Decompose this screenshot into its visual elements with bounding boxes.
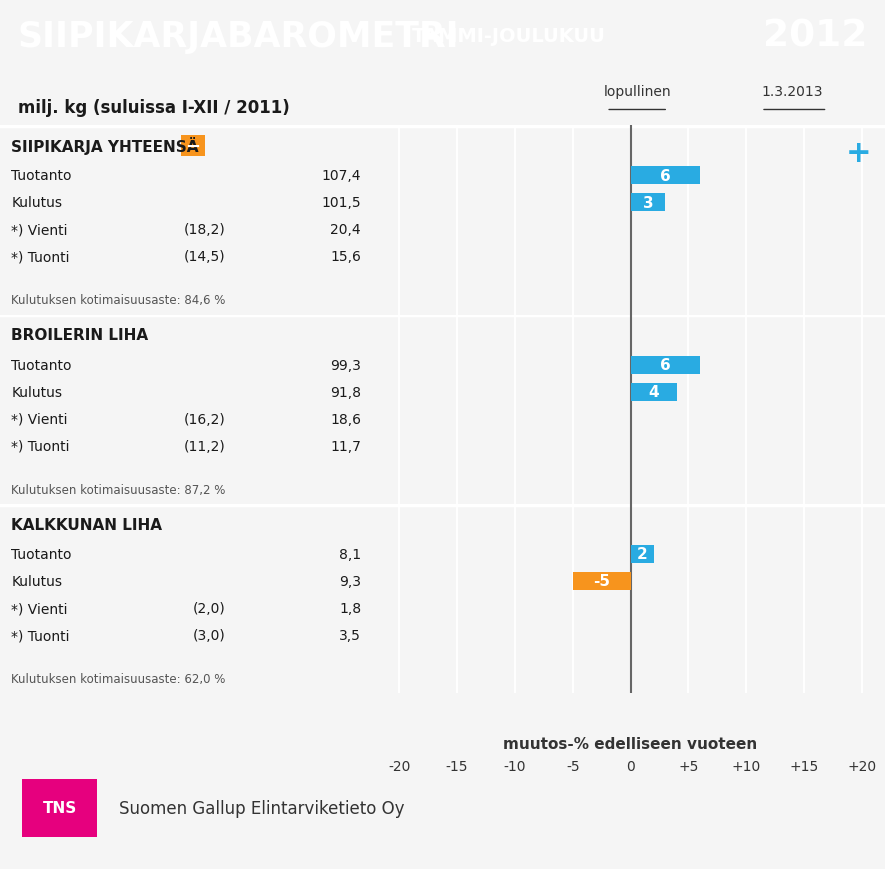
- Text: 9,3: 9,3: [339, 574, 361, 588]
- Text: SIIPIKARJABAROMETRI: SIIPIKARJABAROMETRI: [18, 20, 459, 54]
- Text: 11,7: 11,7: [330, 439, 361, 454]
- Text: −: −: [185, 137, 200, 156]
- Text: 15,6: 15,6: [330, 250, 361, 264]
- Text: 1.3.2013: 1.3.2013: [761, 85, 823, 99]
- Text: (11,2): (11,2): [184, 439, 226, 454]
- Text: 99,3: 99,3: [330, 358, 361, 372]
- Text: Kulutuksen kotimaisuusaste: 87,2 %: Kulutuksen kotimaisuusaste: 87,2 %: [12, 483, 226, 496]
- Text: 6: 6: [660, 358, 671, 373]
- Text: milj. kg (suluissa I-XII / 2011): milj. kg (suluissa I-XII / 2011): [18, 99, 289, 116]
- Text: 20,4: 20,4: [330, 223, 361, 237]
- Bar: [630, 356, 700, 375]
- Text: Kulutuksen kotimaisuusaste: 62,0 %: Kulutuksen kotimaisuusaste: 62,0 %: [12, 672, 226, 685]
- Text: *) Vienti: *) Vienti: [12, 412, 68, 426]
- Text: *) Tuonti: *) Tuonti: [12, 628, 70, 642]
- Text: (16,2): (16,2): [184, 412, 226, 426]
- Bar: [630, 546, 654, 563]
- Text: TAMMI-JOULUKUU: TAMMI-JOULUKUU: [412, 28, 605, 46]
- Text: 2012: 2012: [763, 19, 867, 55]
- Text: Tuotanto: Tuotanto: [12, 169, 72, 183]
- Text: Kulutuksen kotimaisuusaste: 84,6 %: Kulutuksen kotimaisuusaste: 84,6 %: [12, 294, 226, 307]
- Text: 2: 2: [636, 547, 648, 561]
- Text: 1,8: 1,8: [339, 601, 361, 615]
- Bar: [573, 573, 630, 590]
- FancyBboxPatch shape: [22, 779, 97, 838]
- Text: KALKKUNAN LIHA: KALKKUNAN LIHA: [12, 517, 162, 532]
- Bar: [630, 167, 700, 185]
- Bar: [630, 194, 666, 212]
- Text: Suomen Gallup Elintarviketieto Oy: Suomen Gallup Elintarviketieto Oy: [119, 799, 405, 817]
- Text: 3,5: 3,5: [339, 628, 361, 642]
- Text: muutos-% edelliseen vuoteen: muutos-% edelliseen vuoteen: [504, 736, 758, 751]
- Text: Tuotanto: Tuotanto: [12, 547, 72, 561]
- Text: Kulutus: Kulutus: [12, 574, 62, 588]
- Text: 18,6: 18,6: [330, 412, 361, 426]
- Text: 8,1: 8,1: [339, 547, 361, 561]
- Text: (3,0): (3,0): [193, 628, 226, 642]
- Text: (2,0): (2,0): [193, 601, 226, 615]
- Text: 6: 6: [660, 169, 671, 183]
- Text: Tuotanto: Tuotanto: [12, 358, 72, 372]
- Text: Kulutus: Kulutus: [12, 196, 62, 210]
- Text: *) Vienti: *) Vienti: [12, 601, 68, 615]
- Text: TNS: TNS: [42, 800, 77, 815]
- Text: *) Tuonti: *) Tuonti: [12, 250, 70, 264]
- Text: 101,5: 101,5: [321, 196, 361, 210]
- Text: BROILERIN LIHA: BROILERIN LIHA: [12, 328, 149, 343]
- Text: *) Vienti: *) Vienti: [12, 223, 68, 237]
- Text: 3: 3: [643, 196, 653, 210]
- Text: (18,2): (18,2): [184, 223, 226, 237]
- Text: lopullinen: lopullinen: [604, 85, 671, 99]
- Text: -5: -5: [593, 574, 610, 589]
- Text: 107,4: 107,4: [321, 169, 361, 183]
- Text: 4: 4: [649, 385, 659, 400]
- Text: +: +: [845, 139, 871, 169]
- Text: *) Tuonti: *) Tuonti: [12, 439, 70, 454]
- Text: (14,5): (14,5): [184, 250, 226, 264]
- FancyBboxPatch shape: [181, 136, 205, 156]
- Text: Kulutus: Kulutus: [12, 385, 62, 399]
- Bar: [630, 383, 677, 401]
- Text: SIIPIKARJA YHTEENSÄ: SIIPIKARJA YHTEENSÄ: [12, 137, 199, 156]
- Text: 91,8: 91,8: [330, 385, 361, 399]
